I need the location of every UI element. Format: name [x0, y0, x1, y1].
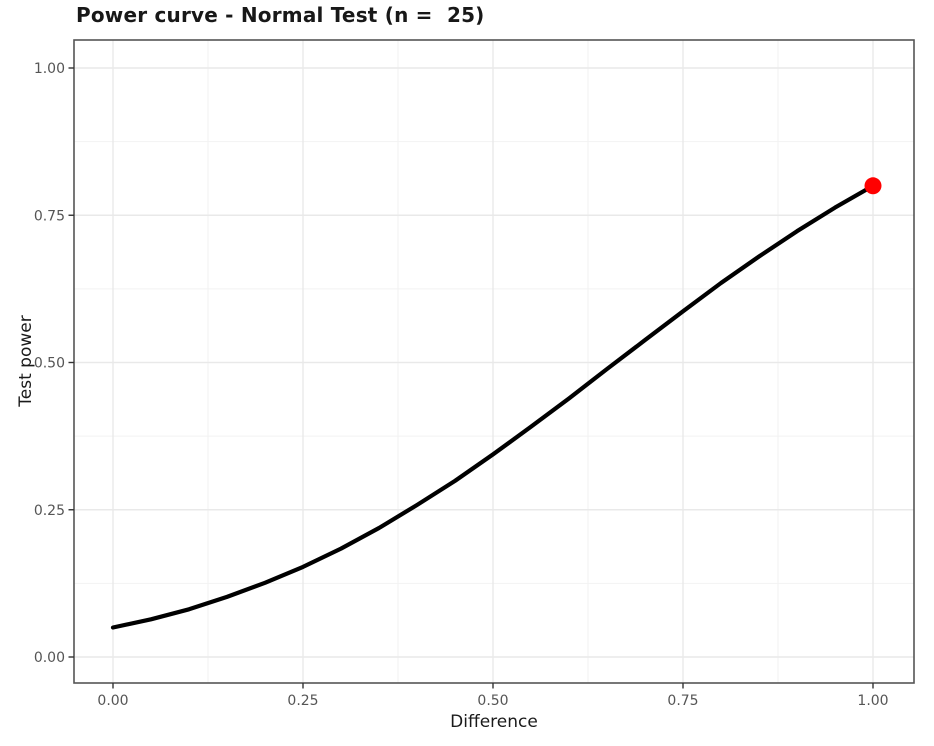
x-tick-label: 0.00 [97, 693, 128, 709]
x-tick-label: 0.25 [287, 693, 318, 709]
y-axis-title: Test power [16, 315, 36, 407]
y-tick-label: 0.25 [34, 503, 65, 519]
y-tick-label: 1.00 [34, 61, 65, 77]
y-tick-label: 0.00 [34, 650, 65, 666]
plot-title: Power curve - Normal Test (n = 25) [76, 3, 485, 27]
y-tick-label: 0.75 [34, 208, 65, 224]
x-tick-label: 1.00 [857, 693, 888, 709]
panel-border [73, 39, 915, 684]
x-tick-label: 0.50 [477, 693, 508, 709]
power-curve-path [110, 183, 876, 630]
panel-background [74, 40, 914, 683]
target-power-point [864, 177, 882, 195]
x-axis-title: Difference [450, 712, 538, 732]
x-tick-label: 0.75 [667, 693, 698, 709]
y-tick-label: 0.50 [34, 356, 65, 372]
